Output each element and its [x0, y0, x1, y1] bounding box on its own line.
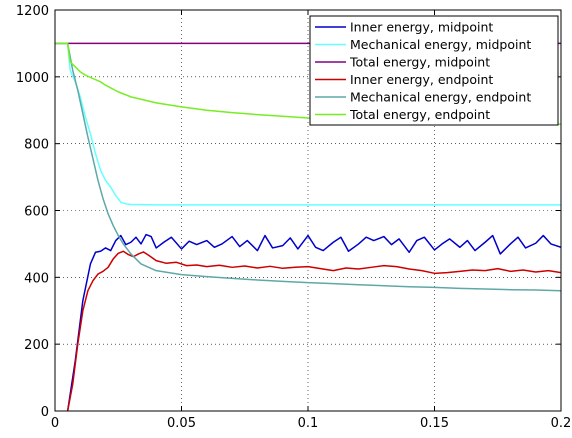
- series-line: [55, 42, 561, 292]
- x-tick-label: 0: [51, 416, 59, 431]
- legend: Inner energy, midpoint Mechanical energy,…: [309, 15, 559, 126]
- y-tick-label: 400: [24, 271, 49, 286]
- y-tick-label: 1000: [16, 71, 49, 86]
- series-line: [66, 250, 561, 411]
- x-tick-label: 0.05: [167, 416, 196, 431]
- y-tick-label: 800: [24, 138, 49, 153]
- legend-label: Total energy, midpoint: [349, 55, 490, 70]
- series-line: [66, 233, 561, 411]
- y-tick-label: 600: [24, 205, 49, 220]
- legend-label: Mechanical energy, endpoint: [350, 90, 531, 105]
- series-line: [55, 42, 561, 206]
- y-tick-label: 0: [41, 405, 49, 420]
- x-tick-label: 0.2: [551, 416, 572, 431]
- x-tick-label: 0.1: [298, 416, 319, 431]
- legend-label: Inner energy, midpoint: [350, 20, 493, 35]
- x-tick-label: 0.15: [420, 416, 449, 431]
- y-tick-label: 1200: [16, 4, 49, 19]
- legend-label: Inner energy, endpoint: [350, 72, 493, 87]
- grid: [55, 10, 561, 411]
- legend-label: Total energy, endpoint: [349, 107, 490, 122]
- y-tick-label: 200: [24, 338, 49, 353]
- legend-box: [309, 15, 559, 126]
- legend-label: Mechanical energy, midpoint: [350, 37, 531, 52]
- axis-ticks: 0 0.05 0.1 0.15 0.2 0 200 400 600 800 1000 1200: [16, 4, 571, 431]
